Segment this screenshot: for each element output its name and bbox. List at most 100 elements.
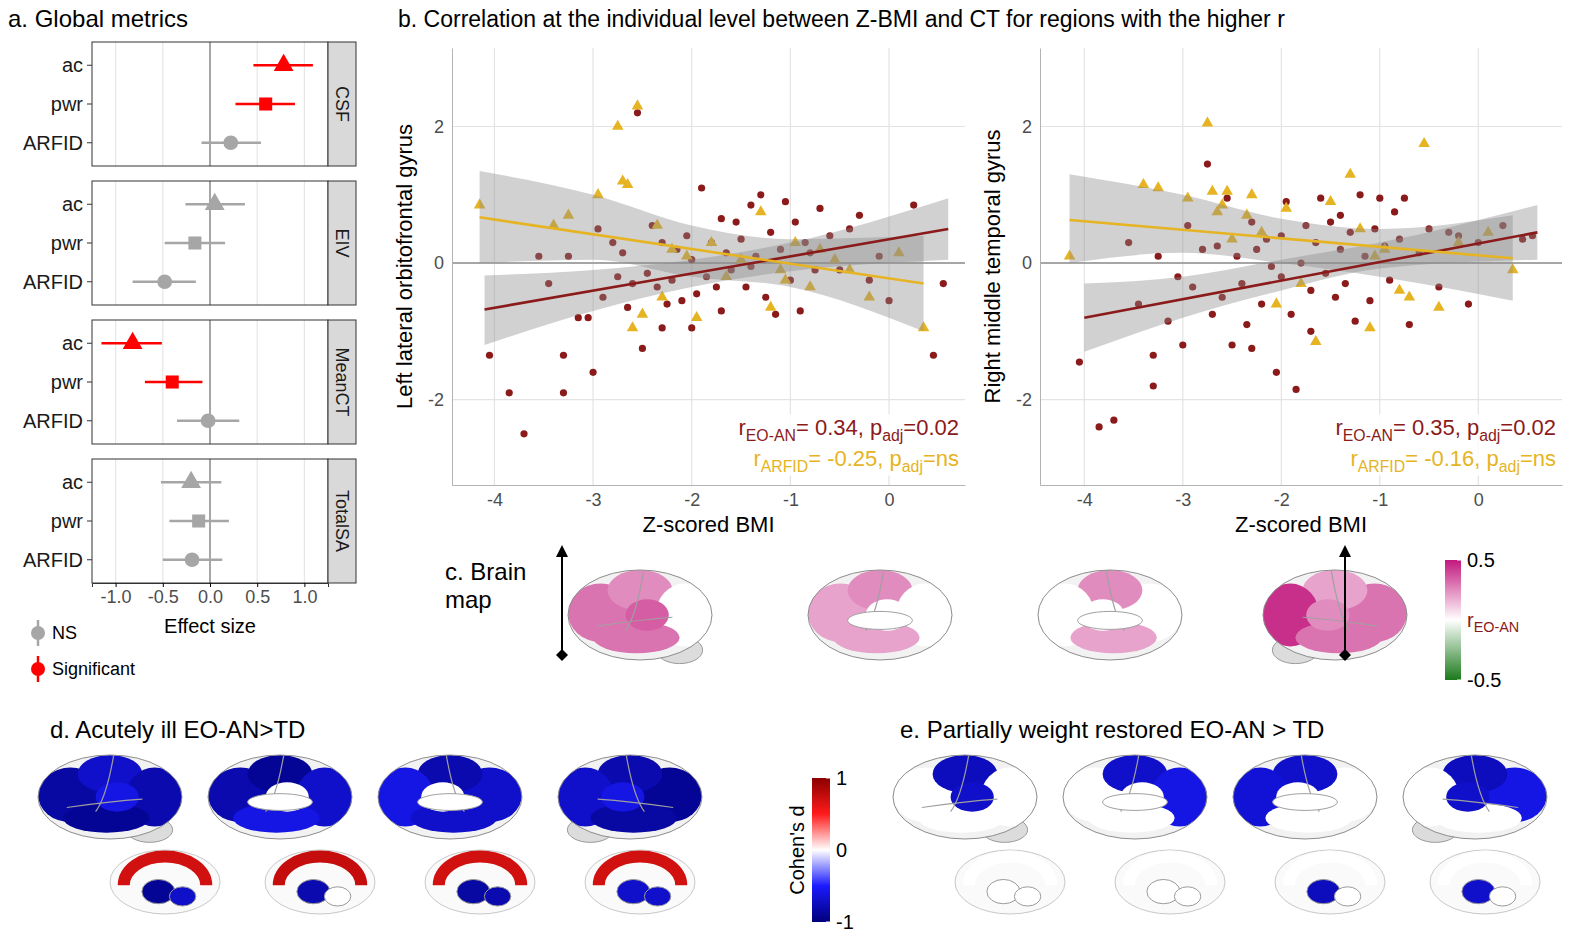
brain-surface: [1430, 850, 1540, 914]
label-background: [735, 414, 962, 445]
point: [742, 283, 749, 290]
point: [1376, 195, 1383, 202]
point: [1246, 188, 1258, 198]
point: [767, 229, 774, 236]
panel-title: b. Correlation at the individual level b…: [398, 6, 1285, 32]
grid-line: [115, 459, 116, 583]
facet-background: [92, 42, 328, 166]
x-axis-tick: -1: [783, 485, 799, 510]
point: [157, 274, 172, 289]
facet-frame: [92, 320, 328, 444]
point: [691, 311, 703, 321]
tick-mark: [87, 65, 92, 66]
annotation: rEO-AN= 0.35, padj=0.02: [1335, 415, 1556, 444]
tick-mark: [87, 420, 92, 421]
brain-view: [568, 570, 713, 664]
grid-line: [162, 459, 163, 583]
legend: NSSignificant: [31, 620, 135, 682]
facet-frame: [92, 181, 328, 305]
marks: [133, 193, 245, 289]
text-line: map: [445, 586, 492, 613]
grid-line: [115, 42, 116, 166]
tick-mark: [826, 850, 830, 851]
grid-line: [162, 42, 163, 166]
label-background: [1332, 414, 1559, 445]
grid-line: [592, 48, 593, 485]
point: [1404, 291, 1416, 301]
panel-title: a. Global metrics: [8, 5, 188, 32]
brain-view: [1402, 755, 1547, 842]
point: [181, 471, 201, 488]
tick-label: 0: [434, 253, 444, 273]
tick-mark: [87, 482, 92, 483]
tick-label: 0: [885, 490, 895, 510]
x-axis-tick: 0.5: [245, 583, 270, 607]
sulcus: [1443, 799, 1519, 807]
colorbar: 0.5-0.5rEO-AN: [1445, 549, 1519, 691]
x-axis-tick: 1.0: [292, 583, 317, 607]
text-part: r: [1335, 415, 1342, 440]
point: [1224, 195, 1231, 202]
legend-item: NS: [31, 620, 77, 646]
tick-label: -1.0: [101, 587, 132, 607]
point: [1243, 321, 1250, 328]
point: [185, 552, 200, 567]
text-part: =0.02: [903, 415, 959, 440]
point: [1179, 341, 1186, 348]
callosum: [418, 794, 483, 811]
point: [1248, 345, 1255, 352]
point: [1228, 341, 1235, 348]
point: [1204, 160, 1211, 167]
point: [634, 109, 641, 116]
page: {"chart_data": [ {"type": "forest", "tit…: [0, 0, 1570, 941]
brain-view: [1063, 755, 1208, 839]
point: [930, 352, 937, 359]
text-part: = -0.16, p: [1405, 446, 1499, 471]
brain-outline: [1403, 755, 1547, 839]
point: [1202, 116, 1214, 126]
structure: [1489, 887, 1515, 906]
point: [940, 280, 947, 287]
colorbar-ramp: [812, 778, 830, 922]
x-axis-tick: -4: [1077, 485, 1093, 510]
point: [713, 283, 720, 290]
legend-label: NS: [52, 623, 77, 643]
point: [560, 389, 567, 396]
point: [757, 191, 764, 198]
tick-mark: [87, 142, 92, 143]
colorbar: 10-1Cohen's d: [786, 767, 854, 933]
structure: [1174, 887, 1200, 906]
point: [624, 304, 631, 311]
brain-view: [1262, 570, 1407, 664]
strip-label: CSF: [332, 86, 352, 122]
subcortical-view: [1430, 850, 1540, 914]
brain-outline: [1038, 570, 1182, 660]
grid-line: [257, 459, 258, 583]
callosum: [248, 794, 313, 811]
grid-line: [257, 181, 258, 305]
tick-label: 1.0: [292, 587, 317, 607]
sulcus: [1303, 617, 1379, 626]
grid-line: [115, 320, 116, 444]
sulcus: [67, 799, 143, 807]
tick-label: ARFID: [23, 549, 83, 571]
brain-view: [1037, 570, 1182, 660]
annotation: rARFID= -0.16, padj=ns: [1350, 446, 1556, 475]
y-axis-tick: -2: [1016, 390, 1040, 410]
grid-line: [452, 126, 965, 127]
brain-view: [208, 755, 353, 839]
structure: [484, 887, 510, 906]
subcortical-view: [425, 850, 535, 914]
text-part: = 0.35, p: [1393, 415, 1479, 440]
subcortical-view: [110, 850, 220, 914]
tick-label: -4: [487, 490, 503, 510]
region: [626, 599, 669, 631]
tick-mark: [87, 521, 92, 522]
y-axis: -202: [428, 49, 453, 486]
point: [520, 430, 527, 437]
point: [698, 184, 705, 191]
tick-label: -1: [836, 911, 854, 933]
region: [601, 782, 644, 811]
tick-mark: [87, 243, 92, 244]
brain-outline: [808, 570, 952, 660]
